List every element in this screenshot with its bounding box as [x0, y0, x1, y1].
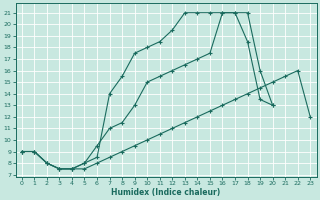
X-axis label: Humidex (Indice chaleur): Humidex (Indice chaleur) — [111, 188, 221, 197]
